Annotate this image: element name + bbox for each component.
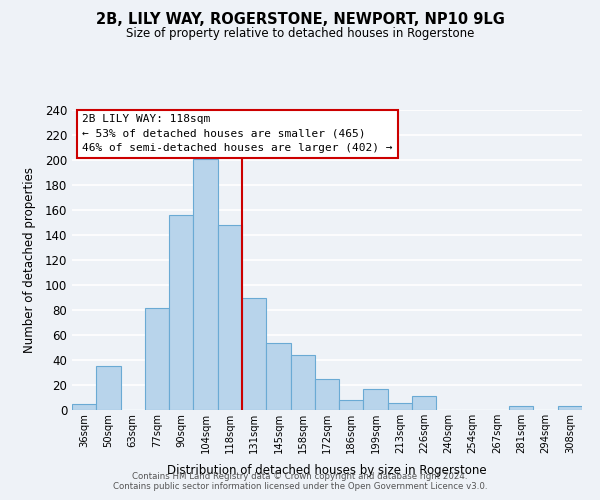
- Bar: [558, 406, 582, 410]
- Text: Contains HM Land Registry data © Crown copyright and database right 2024.: Contains HM Land Registry data © Crown c…: [132, 472, 468, 481]
- Text: 2B, LILY WAY, ROGERSTONE, NEWPORT, NP10 9LG: 2B, LILY WAY, ROGERSTONE, NEWPORT, NP10 …: [95, 12, 505, 28]
- Text: Contains public sector information licensed under the Open Government Licence v3: Contains public sector information licen…: [113, 482, 487, 491]
- Bar: [266, 342, 290, 410]
- Bar: [315, 379, 339, 410]
- Bar: [339, 400, 364, 410]
- Bar: [242, 298, 266, 410]
- Bar: [388, 402, 412, 410]
- Bar: [193, 159, 218, 410]
- Bar: [218, 225, 242, 410]
- Y-axis label: Number of detached properties: Number of detached properties: [23, 167, 37, 353]
- Text: Size of property relative to detached houses in Rogerstone: Size of property relative to detached ho…: [126, 28, 474, 40]
- Bar: [72, 404, 96, 410]
- Bar: [412, 396, 436, 410]
- Bar: [145, 308, 169, 410]
- Bar: [364, 389, 388, 410]
- Bar: [169, 215, 193, 410]
- Bar: [96, 366, 121, 410]
- Bar: [290, 355, 315, 410]
- X-axis label: Distribution of detached houses by size in Rogerstone: Distribution of detached houses by size …: [167, 464, 487, 477]
- Bar: [509, 406, 533, 410]
- Text: 2B LILY WAY: 118sqm
← 53% of detached houses are smaller (465)
46% of semi-detac: 2B LILY WAY: 118sqm ← 53% of detached ho…: [82, 114, 392, 154]
